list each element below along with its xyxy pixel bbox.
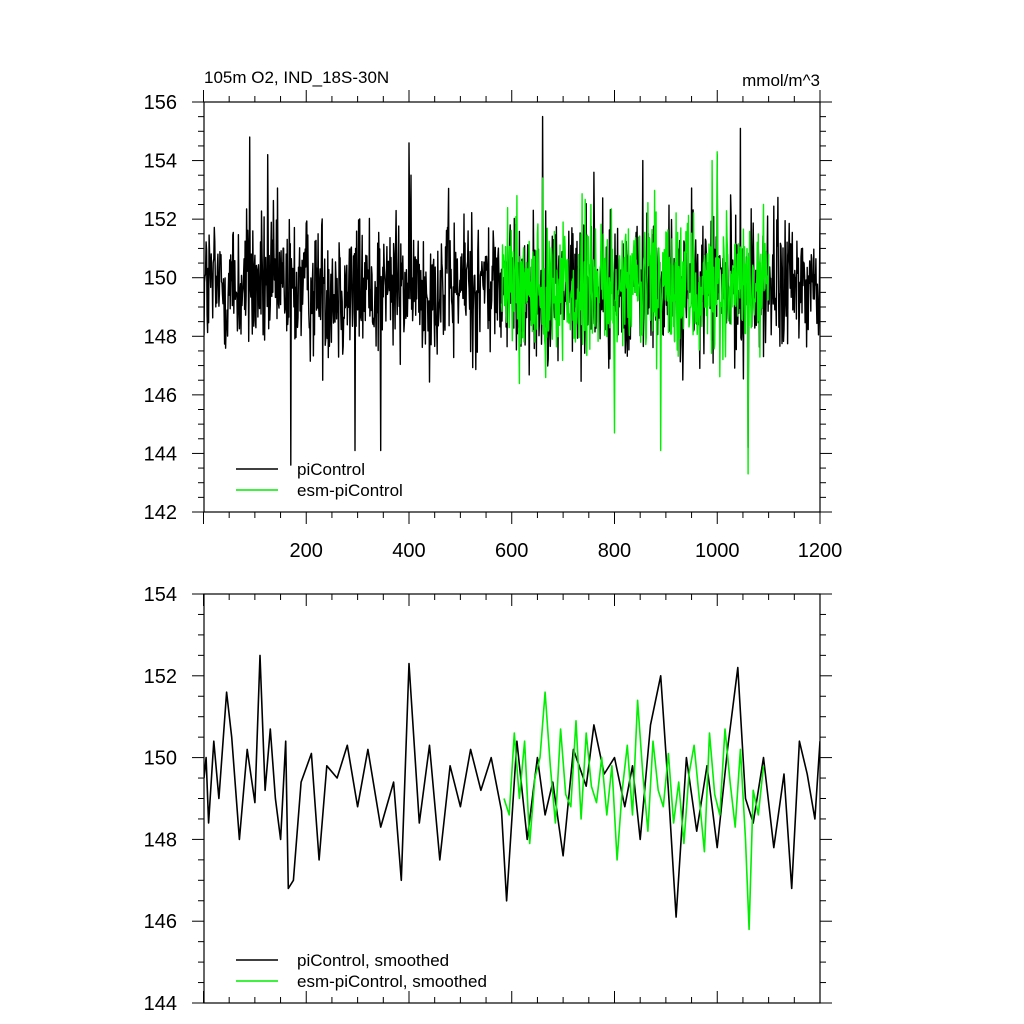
x-tick-label: 400 [392, 540, 425, 562]
x-tick-label: 800 [598, 540, 631, 562]
y-tick-label: 142 [144, 502, 177, 524]
series-line-esm-picontrol-smoothed [503, 691, 765, 931]
y-tick-label: 154 [144, 151, 177, 173]
x-tick-label: 200 [290, 540, 323, 562]
top-panel-title: 105m O2, IND_18S-30N [204, 68, 389, 87]
bottom-panel-axes: 144 146 148 150 152 154 [144, 584, 832, 1015]
legend-label: esm-piControl [297, 481, 403, 500]
y-tick-label: 150 [144, 748, 177, 770]
series-line-esm-picontrol [500, 151, 770, 475]
legend-label: piControl [297, 460, 365, 479]
y-tick-label: 156 [144, 92, 177, 114]
x-tick-label: 1000 [695, 540, 740, 562]
y-tick-label: 146 [144, 911, 177, 933]
x-tick-label: 600 [495, 540, 528, 562]
series-line-picontrol-smoothed [204, 654, 820, 918]
bottom-panel-legend: piControl, smoothed esm-piControl, smooth… [236, 951, 487, 991]
top-panel-units: mmol/m^3 [742, 71, 820, 90]
bottom-panel: 144 146 148 150 152 154 piControl, smoothed es… [144, 584, 832, 1015]
y-tick-label: 152 [144, 666, 177, 688]
y-tick-label: 146 [144, 385, 177, 407]
y-tick-label: 154 [144, 584, 177, 606]
y-tick-label: 148 [144, 326, 177, 348]
y-tick-label: 144 [144, 443, 177, 465]
y-tick-label: 148 [144, 829, 177, 851]
y-tick-label: 144 [144, 993, 177, 1015]
top-panel-axes: 142 144 146 148 150 152 154 156 200 400 600 800 1000… [144, 90, 843, 562]
x-tick-label: 1200 [798, 540, 843, 562]
top-panel-plot-area [204, 115, 820, 475]
top-panel: 105m O2, IND_18S-30N mmol/m^3 1421441461… [144, 68, 843, 562]
y-tick-label: 152 [144, 209, 177, 231]
legend-label: esm-piControl, smoothed [297, 972, 487, 991]
bottom-panel-plot-area [204, 654, 820, 931]
legend-label: piControl, smoothed [297, 951, 449, 970]
top-panel-legend: piControl esm-piControl [236, 460, 403, 500]
y-tick-label: 150 [144, 268, 177, 290]
